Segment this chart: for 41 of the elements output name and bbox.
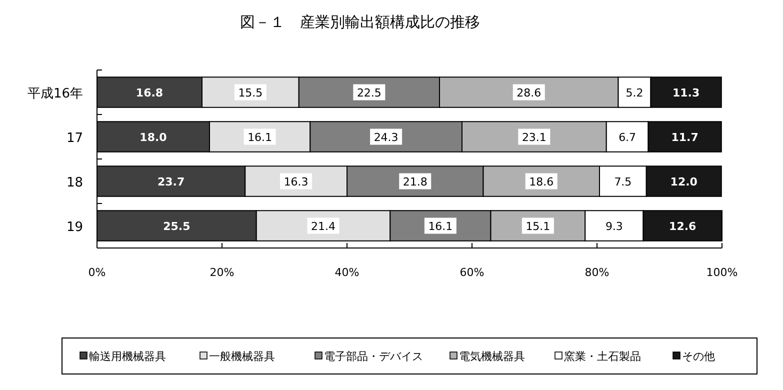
y-tick-label: 17 — [66, 130, 83, 146]
x-tick-label: 0% — [88, 266, 106, 279]
data-label: 18.6 — [529, 175, 554, 188]
data-label: 15.5 — [238, 86, 263, 100]
y-tick-label: 19 — [66, 220, 83, 235]
legend-label: 窯業・土石製品 — [564, 350, 641, 363]
data-label: 11.3 — [672, 86, 700, 100]
data-label: 12.6 — [669, 220, 697, 233]
data-label: 22.5 — [356, 86, 382, 100]
data-label: 23.7 — [157, 175, 185, 188]
data-label: 11.7 — [671, 130, 698, 144]
data-label: 21.8 — [402, 175, 428, 188]
legend-label: その他 — [682, 350, 715, 363]
data-label: 16.1 — [248, 130, 272, 144]
data-label: 16.3 — [284, 175, 308, 188]
legend-label: 電気機械器具 — [459, 350, 525, 363]
x-tick-label: 20% — [210, 266, 234, 279]
legend-label: 電子部品・デバイス — [324, 350, 423, 363]
data-label: 7.5 — [614, 175, 632, 188]
x-tick-label: 100% — [706, 266, 738, 279]
data-label: 23.1 — [522, 130, 546, 144]
data-label: 12.0 — [670, 175, 698, 188]
data-label: 15.1 — [526, 220, 550, 233]
data-label: 16.8 — [136, 86, 164, 100]
y-tick-label: 平成16年 — [27, 86, 83, 102]
data-label: 21.4 — [311, 220, 336, 233]
data-label: 25.5 — [163, 220, 190, 233]
legend-label: 一般機械器具 — [209, 350, 275, 363]
x-tick-label: 60% — [460, 266, 484, 279]
data-label: 5.2 — [626, 86, 644, 100]
data-label: 9.3 — [605, 220, 623, 233]
data-label: 16.1 — [428, 220, 453, 233]
chart-title: 図－１ 産業別輸出額構成比の推移 — [240, 13, 480, 31]
data-label: 6.7 — [618, 130, 636, 144]
data-label: 24.3 — [374, 130, 398, 144]
x-tick-label: 80% — [584, 266, 610, 279]
y-tick-label: 18 — [66, 175, 83, 190]
legend-label: 輸送用機械器具 — [89, 350, 166, 363]
data-label: 28.6 — [516, 86, 542, 100]
data-label: 18.0 — [140, 130, 168, 144]
x-tick-label: 40% — [334, 266, 360, 279]
